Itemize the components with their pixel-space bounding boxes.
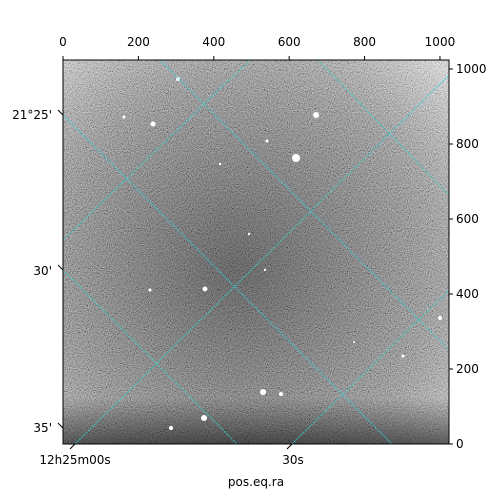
- y-tick-label: 400: [456, 287, 479, 301]
- x-tick-label: 0: [59, 35, 67, 49]
- y-tick-label: 200: [456, 362, 479, 376]
- dec-label: 21°25': [12, 108, 52, 122]
- x-tick-label: 800: [353, 35, 376, 49]
- ra-label: 12h25m00s: [39, 453, 110, 467]
- wcs-ticks: [57, 109, 293, 450]
- x-axis-label: pos.eq.ra: [228, 475, 284, 489]
- y-tick-label: 600: [456, 212, 479, 226]
- x-tick-label: 600: [278, 35, 301, 49]
- stars: [122, 77, 442, 430]
- y-tick-label: 800: [456, 137, 479, 151]
- y-tick-label: 0: [456, 437, 464, 451]
- x-tick-label: 200: [127, 35, 150, 49]
- ra-label: 30s: [282, 453, 304, 467]
- dec-label: 30': [33, 264, 52, 278]
- y-tick-label: 1000: [456, 62, 487, 76]
- dec-label: 35': [33, 421, 52, 435]
- frame: [62, 59, 450, 445]
- wcs-grid: [63, 60, 449, 444]
- sky-image: [63, 60, 449, 444]
- x-tick-label: 400: [202, 35, 225, 49]
- x-tick-label: 1000: [425, 35, 456, 49]
